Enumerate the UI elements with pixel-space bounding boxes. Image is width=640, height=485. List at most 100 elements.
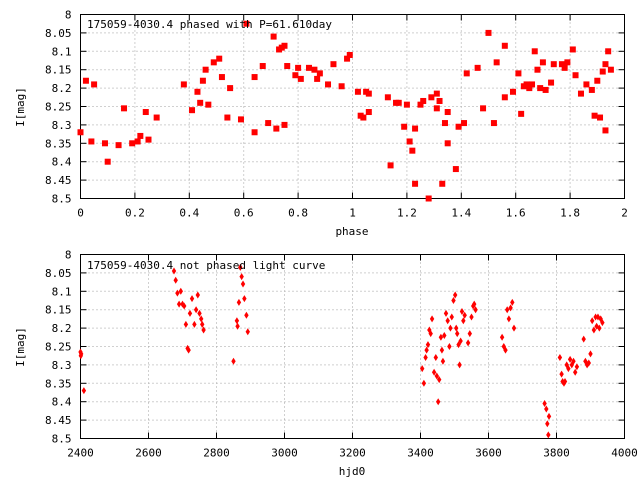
data-point [176,300,182,308]
data-point [344,55,351,62]
data-point [501,94,508,101]
data-point [503,346,508,354]
data-point [153,114,160,121]
data-point [469,313,474,321]
y-tick-label: 8.3 [52,359,72,372]
data-point [523,81,530,88]
data-point [236,298,242,306]
data-point [591,112,598,119]
data-point [270,33,277,40]
data-point [542,400,547,408]
data-point [88,138,95,145]
data-point [239,273,244,281]
data-point [583,81,590,88]
data-point [243,20,250,27]
y-tick-label: 8.35 [45,377,72,390]
y-tick-label: 8.15 [45,64,72,77]
data-point [406,138,413,145]
data-point [281,121,288,128]
data-point [591,326,597,334]
data-point [205,101,212,108]
data-point [510,298,515,306]
data-point [251,129,258,136]
y-tick-label: 8.05 [45,27,72,40]
y-tick-label: 8.15 [45,304,72,317]
data-point [511,324,517,332]
data-points [77,20,614,202]
data-point [171,267,177,275]
data-point [571,357,576,365]
data-point [101,140,108,147]
y-axis-label: I[mag] [14,87,27,127]
data-point [395,99,402,106]
data-point [539,59,546,66]
data-point [183,320,189,328]
data-point [197,309,202,317]
data-point [238,263,243,271]
y-tick-label: 8.5 [52,433,72,446]
x-axis-label: hjd0 [339,465,366,478]
data-point [438,333,444,341]
data-point [569,46,576,53]
data-point [599,68,606,75]
data-point [544,405,549,413]
data-point [428,330,433,338]
data-point [137,132,144,139]
x-tick-label: 1 [349,207,356,220]
data-point [457,361,462,369]
data-point [444,109,451,116]
data-point [467,330,472,338]
y-tick-label: 8.45 [45,414,72,427]
y-tick-label: 8 [65,249,72,262]
data-point [440,357,446,365]
data-point [121,105,128,112]
axis-ticks: 0 0.2 0.4 0.6 0.8 1 1.2 1.4 1.6 1.8 2 8 8.05 8.1 8.15 8… [45,9,628,220]
data-point [195,291,200,299]
y-tick-label: 8.25 [45,341,72,354]
data-point [129,140,136,147]
data-point [595,313,601,321]
data-point [548,79,555,86]
chart-title: 175059-4030.4 phased with P=61.610day [87,18,332,31]
data-point [473,306,478,314]
data-point [434,372,440,380]
data-point [424,346,429,354]
data-point [409,147,416,154]
data-point [78,350,84,358]
data-point [558,61,565,68]
data-point [546,412,552,420]
data-point [493,59,500,66]
data-point [445,317,450,325]
data-point [354,88,361,95]
data-point [365,90,372,97]
data-point [501,42,508,49]
data-point [115,142,122,149]
data-point [365,109,372,116]
data-point [431,368,437,376]
data-point [180,81,187,88]
data-point [273,125,280,132]
x-tick-label: 3000 [271,447,298,460]
data-point [346,51,353,58]
x-tick-label: 0.6 [234,207,254,220]
x-tick-label: 2800 [203,447,230,460]
data-point [451,297,456,304]
data-point [557,354,563,362]
data-point [447,343,452,350]
data-point [459,308,465,316]
data-point [545,420,550,428]
data-point [584,361,590,369]
chart-title: 175059-4030.4 not phased light curve [87,259,325,272]
x-tick-label: 3600 [475,447,502,460]
x-tick-label: 2400 [67,447,94,460]
data-point [480,105,487,112]
data-point [605,48,612,55]
data-point [145,136,152,143]
data-point [425,195,432,202]
data-point [197,99,204,106]
data-point [594,77,601,84]
data-points [78,263,605,439]
data-point [508,304,513,312]
data-point [490,120,497,127]
